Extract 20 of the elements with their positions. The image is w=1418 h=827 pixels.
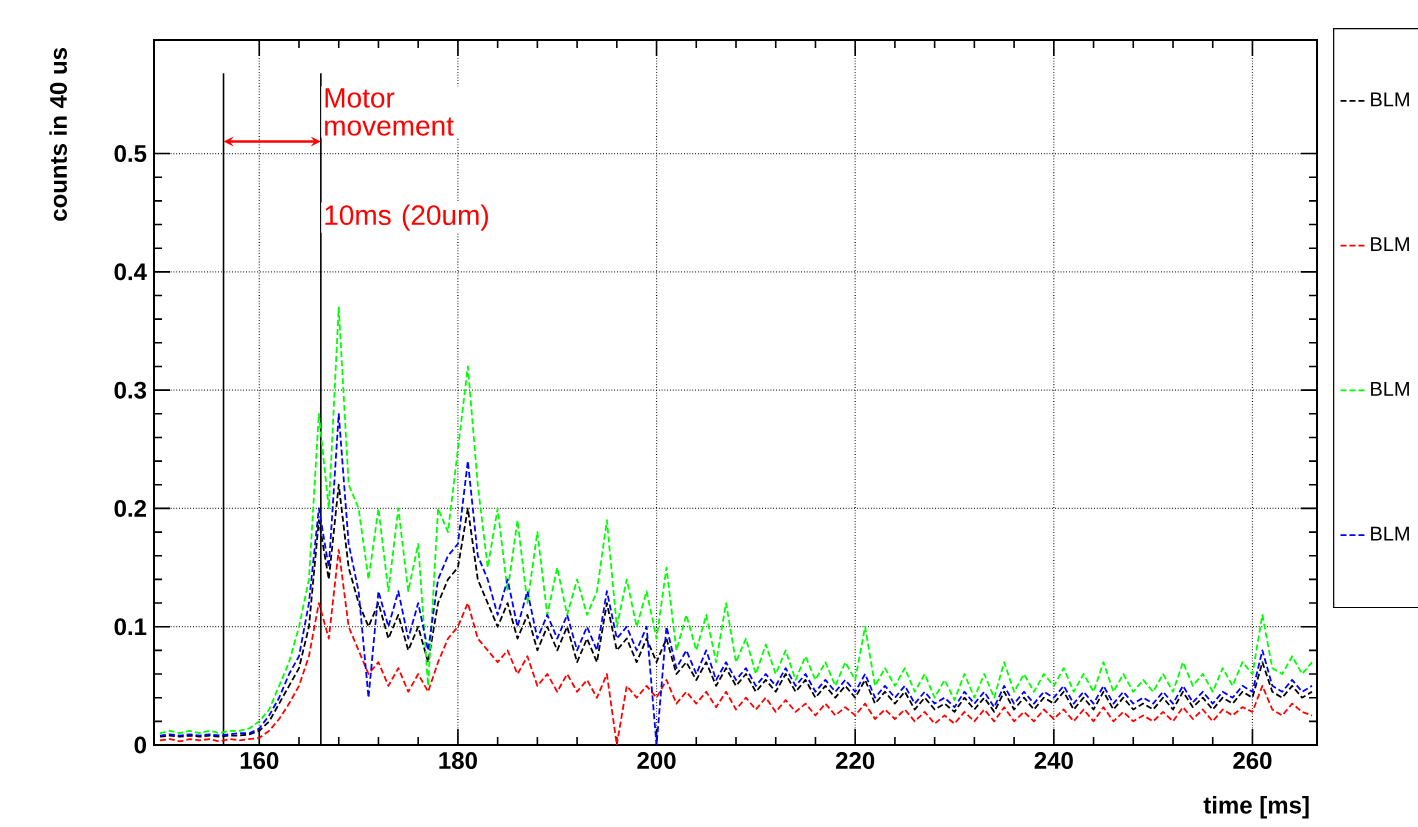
x-tick-label: 200	[637, 752, 676, 770]
annotation: Motor movement	[325, 88, 454, 136]
x-axis-title: time [ms]	[1203, 796, 1309, 819]
x-tick-label: 220	[836, 752, 875, 770]
legend-label: BLM	[1371, 92, 1409, 107]
annotation: 10ms (20um)	[325, 204, 488, 231]
x-tick-label: 260	[1233, 752, 1272, 770]
x-tick-label: 240	[1034, 752, 1073, 770]
y-tick-label: 0.2	[114, 499, 146, 517]
y-tick-label: 0.5	[114, 145, 147, 163]
y-tick-label: 0	[134, 736, 146, 754]
y-tick-label: 0.1	[114, 618, 147, 636]
y-axis-title: counts in 40 us	[49, 48, 67, 221]
y-tick-label: 0.4	[114, 263, 147, 281]
legend-label: BLM	[1371, 237, 1409, 252]
x-tick-label: 160	[240, 752, 279, 770]
x-tick-label: 180	[439, 752, 477, 770]
y-tick-label: 0.3	[114, 381, 147, 399]
legend-label: BLM	[1371, 526, 1409, 541]
legend-label: BLM	[1371, 382, 1409, 396]
